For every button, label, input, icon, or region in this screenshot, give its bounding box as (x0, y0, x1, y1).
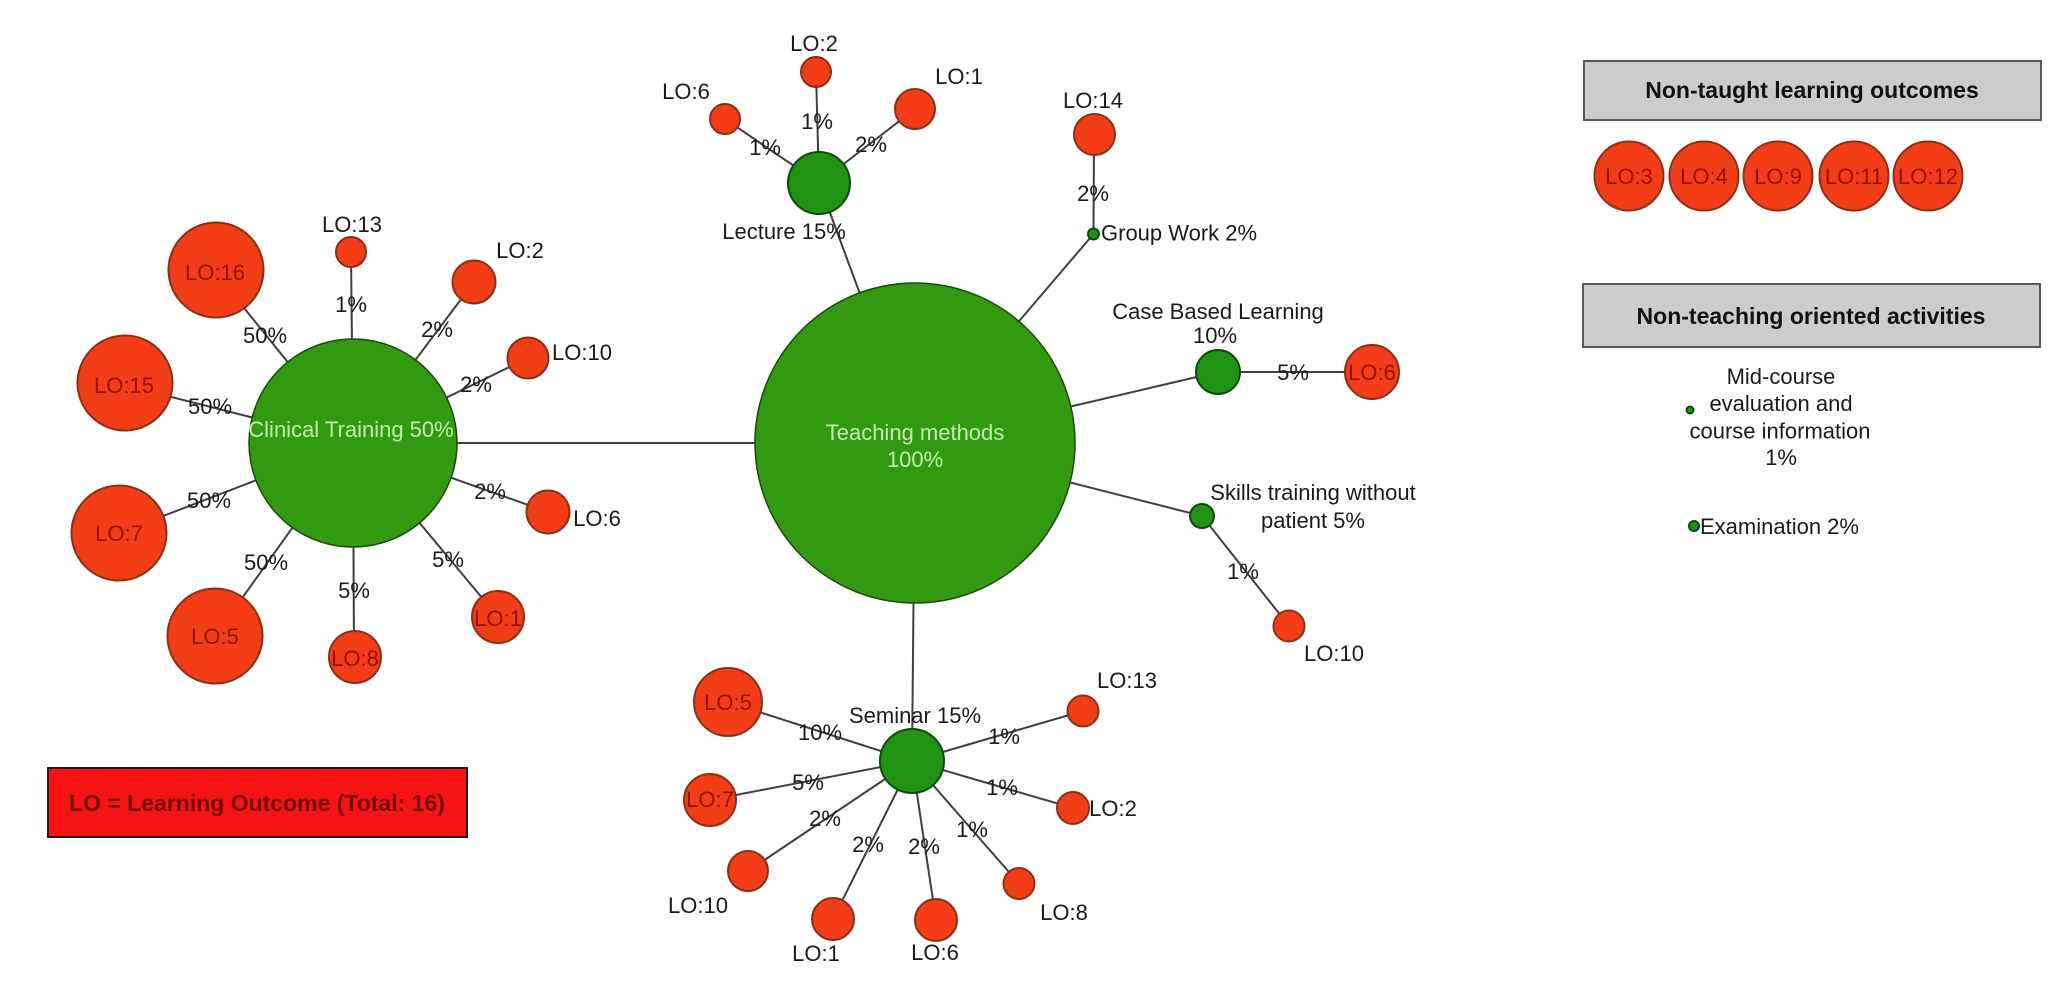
svg-text:Seminar 15%: Seminar 15% (849, 703, 981, 728)
svg-text:LO:6: LO:6 (662, 79, 710, 104)
svg-text:1%: 1% (986, 775, 1018, 800)
svg-text:LO:15: LO:15 (94, 373, 154, 398)
svg-text:Mid-course: Mid-course (1727, 364, 1836, 389)
svg-text:50%: 50% (243, 323, 287, 348)
svg-text:5%: 5% (338, 578, 370, 603)
svg-text:LO:7: LO:7 (686, 787, 734, 812)
svg-text:5%: 5% (792, 770, 824, 795)
svg-text:Non-teaching oriented activiti: Non-teaching oriented activities (1637, 303, 1986, 329)
svg-text:Case Based Learning: Case Based Learning (1112, 299, 1324, 324)
svg-text:LO:10: LO:10 (552, 340, 612, 365)
svg-text:LO:9: LO:9 (1754, 164, 1802, 189)
svg-text:LO:2: LO:2 (1089, 796, 1137, 821)
svg-text:2%: 2% (809, 806, 841, 831)
svg-text:LO:1: LO:1 (935, 64, 983, 89)
svg-text:course information: course information (1690, 419, 1871, 444)
svg-text:1%: 1% (335, 292, 367, 317)
svg-text:1%: 1% (988, 724, 1020, 749)
svg-text:LO:16: LO:16 (185, 260, 245, 285)
svg-text:LO:13: LO:13 (1097, 668, 1157, 693)
svg-text:50%: 50% (244, 550, 288, 575)
svg-text:Group Work 2%: Group Work 2% (1101, 221, 1257, 246)
svg-text:1%: 1% (1227, 559, 1259, 584)
svg-text:LO:6: LO:6 (911, 940, 959, 965)
svg-text:LO:12: LO:12 (1898, 164, 1958, 189)
svg-text:50%: 50% (187, 488, 231, 513)
svg-text:LO:10: LO:10 (668, 893, 728, 918)
svg-text:Examination 2%: Examination 2% (1700, 514, 1859, 539)
svg-text:2%: 2% (855, 132, 887, 157)
svg-text:LO:1: LO:1 (792, 941, 840, 966)
svg-text:2%: 2% (421, 317, 453, 342)
svg-text:1%: 1% (749, 135, 781, 160)
svg-text:2%: 2% (1077, 181, 1109, 206)
svg-text:LO:1: LO:1 (474, 606, 522, 631)
svg-text:Skills training without: Skills training without (1210, 480, 1415, 505)
svg-text:10%: 10% (798, 720, 842, 745)
svg-text:LO:14: LO:14 (1063, 88, 1123, 113)
svg-text:LO:5: LO:5 (191, 624, 239, 649)
svg-text:10%: 10% (1193, 323, 1237, 348)
svg-text:1%: 1% (1765, 445, 1797, 470)
svg-text:LO:2: LO:2 (496, 238, 544, 263)
svg-text:2%: 2% (460, 372, 492, 397)
svg-text:Clinical Training 50%: Clinical Training 50% (248, 417, 453, 442)
svg-text:LO:5: LO:5 (704, 690, 752, 715)
svg-text:LO:11: LO:11 (1825, 164, 1883, 189)
svg-text:LO:4: LO:4 (1680, 164, 1728, 189)
svg-text:LO:13: LO:13 (322, 212, 382, 237)
svg-text:1%: 1% (956, 817, 988, 842)
svg-text:2%: 2% (908, 834, 940, 859)
svg-text:Teaching methods: Teaching methods (826, 420, 1005, 445)
svg-text:LO:7: LO:7 (95, 521, 143, 546)
svg-text:1%: 1% (801, 109, 833, 134)
svg-text:2%: 2% (474, 479, 506, 504)
svg-text:LO:8: LO:8 (331, 646, 379, 671)
svg-text:50%: 50% (188, 394, 232, 419)
svg-text:evaluation and: evaluation and (1709, 391, 1852, 416)
svg-text:100%: 100% (887, 447, 943, 472)
svg-text:LO:3: LO:3 (1605, 164, 1653, 189)
svg-text:5%: 5% (432, 547, 464, 572)
svg-text:LO:8: LO:8 (1040, 900, 1088, 925)
svg-text:5%: 5% (1277, 360, 1309, 385)
svg-text:LO:2: LO:2 (790, 31, 838, 56)
svg-text:LO:10: LO:10 (1304, 641, 1364, 666)
svg-text:LO:6: LO:6 (573, 506, 621, 531)
svg-text:2%: 2% (852, 832, 884, 857)
svg-text:patient 5%: patient 5% (1261, 508, 1365, 533)
svg-text:LO = Learning Outcome (Total:: LO = Learning Outcome (Total: 16) (69, 790, 445, 816)
svg-text:Non-taught learning outcomes: Non-taught learning outcomes (1645, 77, 1979, 103)
svg-text:Lecture 15%: Lecture 15% (722, 219, 846, 244)
svg-text:LO:6: LO:6 (1348, 360, 1396, 385)
